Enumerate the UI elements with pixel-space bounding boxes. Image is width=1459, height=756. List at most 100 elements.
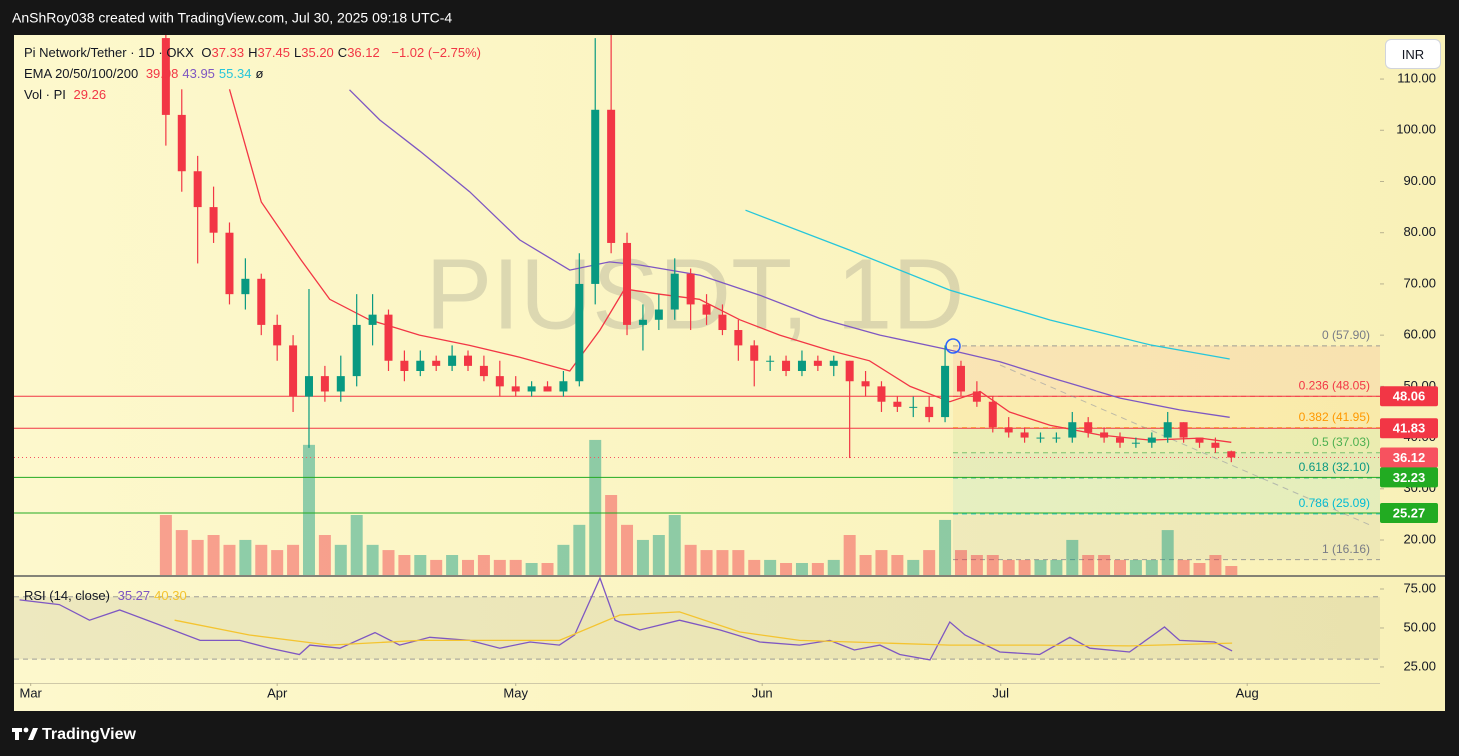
ema-line [745,209,1230,360]
ohlc-key: L [294,45,302,60]
rsi-tick-label: 75.00 [1403,580,1436,595]
candle-body [193,171,202,208]
candle-body [1179,422,1188,438]
fib-label: 0.236 (48.05) [1299,379,1370,393]
volume-bar [1066,539,1079,575]
volume-bar [366,544,379,575]
volume-bar [827,559,840,575]
volume-bar [795,563,808,575]
candle-body [1020,432,1029,438]
price-label: 32.23 [1393,470,1426,485]
candle-body [161,38,170,115]
rsi-tick-label: 50.00 [1403,619,1436,634]
candle-body [1115,437,1124,443]
fib-label: 0.786 (25.09) [1299,496,1370,510]
candle-body [845,360,854,382]
rsi-value: 35.27 [117,588,151,603]
ema-legend: EMA 20/50/100/200 39.08 43.95 55.34 ø [24,66,267,81]
volume-bar [302,444,315,575]
ema-value: ø [255,66,264,81]
volume-bar [748,559,761,575]
candle-body [416,360,425,371]
candle-body [320,376,329,392]
volume-bar [764,559,777,575]
volume-bar [954,550,967,575]
volume-bar [525,563,538,575]
volume-bar [239,539,252,575]
volume-bar [1002,559,1015,575]
volume-bar [716,550,729,575]
volume-bar [255,544,268,575]
volume-bar [907,559,920,575]
ema-value: 43.95 [182,66,215,81]
volume-bar [493,559,506,575]
y-tick-label: 100.00 [1396,122,1436,137]
volume-bar [986,555,999,575]
volume-bar [652,535,665,575]
logo-shape [23,727,29,733]
volume-bar [430,559,443,575]
volume-bar [891,555,904,575]
candle-body [1100,432,1109,438]
candle-body [607,109,616,243]
y-tick-label: 80.00 [1403,224,1436,239]
y-tick-label: 110.00 [1397,70,1436,85]
volume-bar [1018,559,1031,575]
ohlc-value: 35.20 [301,45,334,60]
candle-body [368,314,377,325]
volume-bar [223,544,236,575]
candle-body [209,207,218,233]
symbol: Pi Network/Tether · 1D · OKX [24,45,194,60]
y-tick-label: 20.00 [1403,531,1436,546]
candle-body [1195,437,1204,443]
fib-zone [953,345,1380,397]
price-label-box [1380,447,1438,468]
ohlc-value: 37.45 [257,45,291,60]
volume-bar [923,550,936,575]
candle-body [638,319,647,325]
volume-bar [605,495,618,575]
rsi-band [14,596,1380,660]
volume-bar [541,563,554,575]
volume-bar [207,535,220,575]
fib-label: 0.618 (32.10) [1299,460,1370,474]
volume-bar [1050,559,1063,575]
price-label: 25.27 [1393,505,1426,520]
volume-bar [1193,563,1206,575]
candle-body [1163,422,1172,438]
volume-bar [1098,555,1111,575]
volume-bar [668,515,681,575]
logo-shape [15,728,19,740]
ohlc-key: O [201,45,212,60]
volume-bar [175,530,188,575]
header-text: AnShRoy038 created with TradingView.com,… [12,10,452,26]
volume-bar [1225,565,1238,575]
candle-body [956,365,965,392]
volume-bar [287,544,300,575]
watermark: PIUSDT, 1D [425,238,964,350]
volume-bar [589,439,602,575]
volume-bar [700,550,713,575]
candle-body [591,109,600,284]
rsi-pane [14,577,1380,661]
candle-body [1131,442,1140,444]
volume-bar [636,539,649,575]
candle-body [988,401,997,428]
volume-bar [509,559,522,575]
x-tick-label: Jun [752,685,773,700]
candle-body [654,309,663,320]
volume-bar [1034,559,1047,575]
candle-body [400,360,409,371]
candle-body [1036,437,1045,439]
fib-label: 0.382 (41.95) [1299,410,1370,424]
volume-bar [939,519,952,575]
candle-body [1004,427,1013,433]
ema-value: 55.34 [218,66,252,81]
candle-body [559,381,568,392]
candle-body [1052,437,1061,439]
currency-button[interactable]: INR [1385,39,1441,69]
volume-bar [859,555,872,575]
volume-bar [1161,530,1174,575]
rsi-line [19,577,1233,661]
